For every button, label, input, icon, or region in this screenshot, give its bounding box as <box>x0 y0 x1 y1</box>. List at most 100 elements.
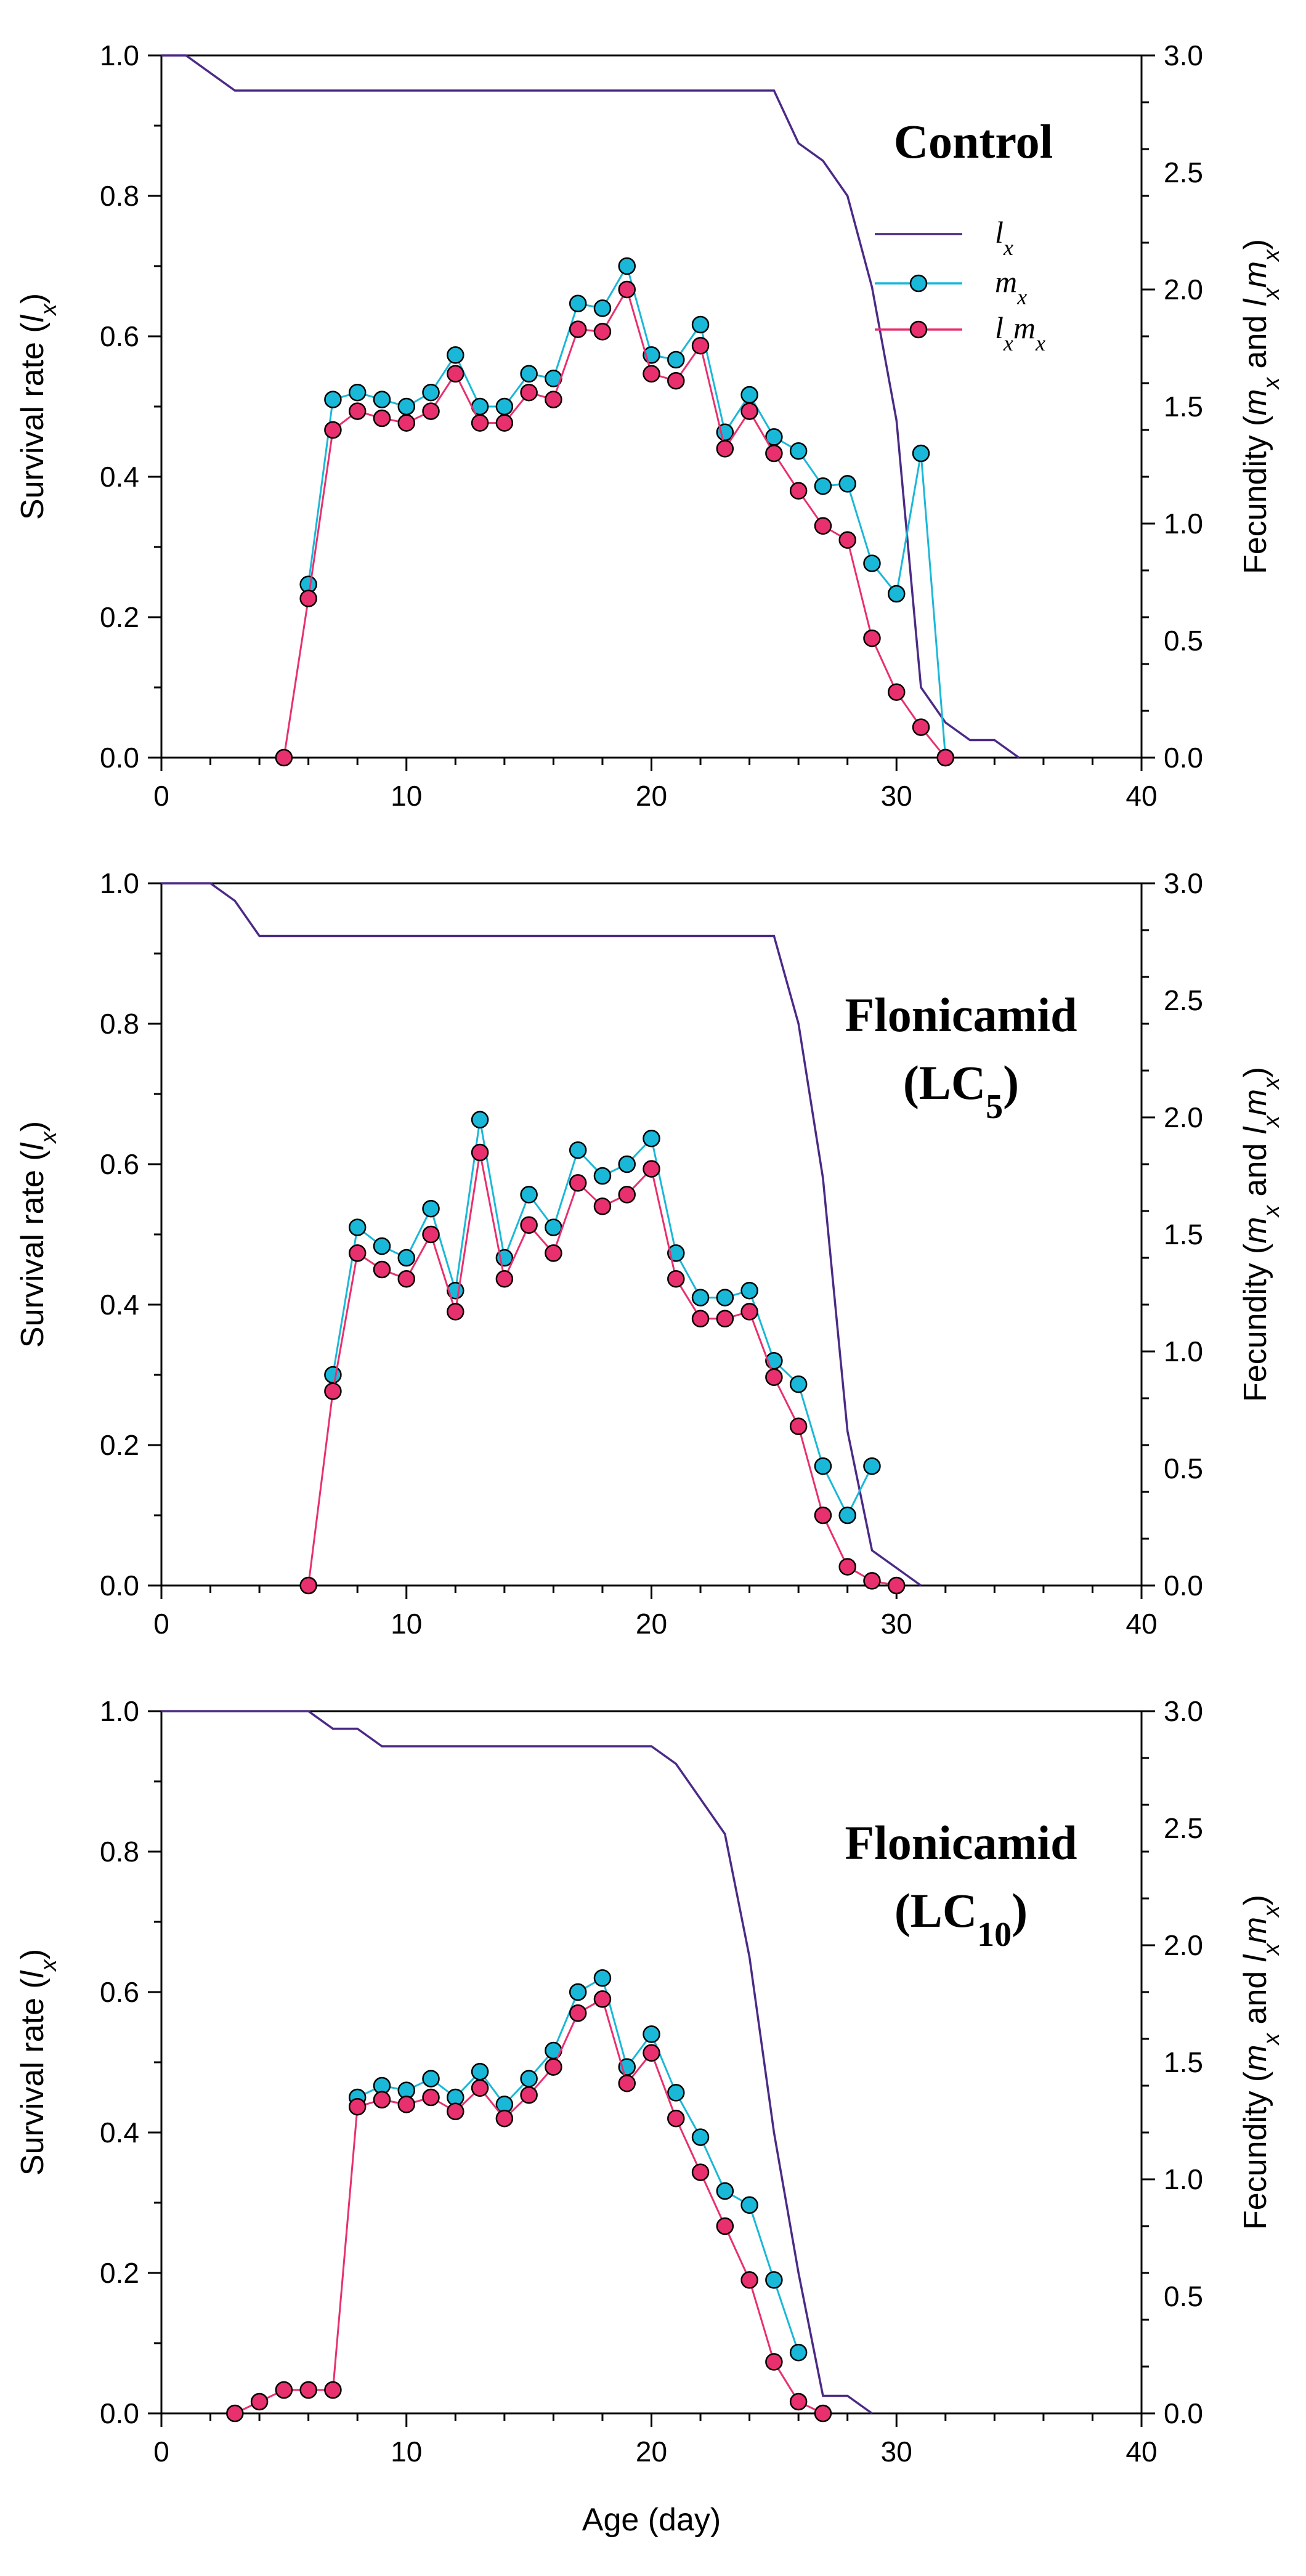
data-point-l_xm_x <box>643 1160 660 1178</box>
data-point-l_xm_x <box>618 2074 636 2092</box>
data-point-m_x <box>593 299 612 317</box>
legend-swatch-marker <box>909 320 928 339</box>
data-point-l_xm_x <box>716 440 734 458</box>
data-point-m_x <box>348 383 367 402</box>
panel-subtitle: (LC5) <box>903 1056 1019 1126</box>
series-line-l_x <box>161 1710 873 2415</box>
data-point-l_xm_x <box>667 371 685 390</box>
data-point-m_x <box>545 1218 562 1236</box>
y2-tick-label: 2.5 <box>1164 1812 1203 1844</box>
x-tick-label: 20 <box>636 1608 667 1640</box>
data-point-m_x <box>593 1167 612 1185</box>
data-point-m_x <box>716 2182 734 2200</box>
data-point-l_xm_x <box>618 280 636 299</box>
y2-tick-label: 2.5 <box>1164 984 1203 1016</box>
data-point-m_x <box>520 365 538 383</box>
y-tick-label: 1.0 <box>100 1695 139 1727</box>
y2-tick-label: 2.0 <box>1164 273 1203 306</box>
data-point-l_xm_x <box>765 444 783 463</box>
data-point-m_x <box>569 1983 587 2001</box>
y-tick-label: 0.6 <box>100 1148 139 1180</box>
data-point-m_x <box>814 477 832 495</box>
data-point-m_x <box>373 391 391 408</box>
y2-tick-label: 1.5 <box>1164 1218 1203 1250</box>
data-point-m_x <box>838 1506 856 1525</box>
data-point-m_x <box>643 1129 660 1148</box>
data-point-m_x <box>422 2070 440 2088</box>
y2-tick-label: 3.0 <box>1164 1695 1203 1727</box>
y2-tick-label: 1.5 <box>1164 2046 1203 2078</box>
data-point-l_xm_x <box>324 1382 342 1400</box>
data-point-l_xm_x <box>373 409 391 427</box>
y-tick-label: 0.0 <box>100 2397 139 2429</box>
data-point-l_xm_x <box>838 1558 856 1576</box>
data-point-l_xm_x <box>324 421 342 439</box>
data-point-l_xm_x <box>520 2086 538 2104</box>
y-tick-label: 0.4 <box>100 461 139 493</box>
data-point-l_xm_x <box>814 1506 832 1525</box>
data-point-l_xm_x <box>397 2096 415 2113</box>
data-point-l_xm_x <box>814 2404 832 2423</box>
series-line-l_x <box>161 882 922 1587</box>
data-point-l_xm_x <box>373 2091 391 2109</box>
data-point-l_xm_x <box>348 402 367 420</box>
y-tick-label: 0.0 <box>100 1569 139 1602</box>
data-point-m_x <box>569 294 587 313</box>
y2-axis-title: Fecundity (mx and lxmx) <box>1238 1895 1284 2230</box>
y-tick-label: 0.4 <box>100 1289 139 1321</box>
data-point-l_xm_x <box>373 1260 391 1279</box>
series-line-l_xm_x <box>307 1152 897 1587</box>
data-point-l_xm_x <box>495 1270 514 1288</box>
data-point-l_xm_x <box>447 365 464 383</box>
data-point-m_x <box>814 1457 832 1475</box>
y-axis-title: Survival rate (lx) <box>15 1121 61 1348</box>
data-point-l_xm_x <box>397 414 415 432</box>
x-tick-label: 40 <box>1126 780 1157 812</box>
data-point-m_x <box>618 1155 636 1173</box>
data-point-l_xm_x <box>863 1572 881 1590</box>
panel-title: Flonicamid <box>845 988 1077 1042</box>
data-point-l_xm_x <box>250 2392 269 2411</box>
data-point-l_xm_x <box>740 402 758 420</box>
data-point-m_x <box>863 554 881 572</box>
data-point-m_x <box>373 1237 391 1255</box>
data-point-l_xm_x <box>397 1270 415 1288</box>
data-point-l_xm_x <box>495 414 514 432</box>
legend-label: lxmx <box>995 310 1045 355</box>
y2-tick-label: 0.5 <box>1164 625 1203 657</box>
data-point-l_xm_x <box>275 748 293 767</box>
y2-tick-label: 0.5 <box>1164 1452 1203 1484</box>
data-point-l_xm_x <box>643 2044 660 2062</box>
data-point-m_x <box>667 2084 685 2102</box>
y-tick-label: 0.0 <box>100 742 139 774</box>
y2-tick-label: 1.5 <box>1164 391 1203 423</box>
x-tick-label: 20 <box>636 2436 667 2468</box>
data-point-l_xm_x <box>569 1174 587 1192</box>
data-point-l_xm_x <box>814 517 832 535</box>
y-tick-label: 0.2 <box>100 2257 139 2289</box>
data-point-l_xm_x <box>520 383 538 402</box>
data-point-m_x <box>324 391 342 408</box>
data-point-l_xm_x <box>569 320 587 338</box>
y-axis-title: Survival rate (lx) <box>15 293 61 520</box>
data-point-l_xm_x <box>447 2102 464 2121</box>
legend-swatch-marker <box>909 274 928 293</box>
y2-tick-label: 3.0 <box>1164 867 1203 899</box>
data-point-l_xm_x <box>618 1186 636 1204</box>
data-point-l_xm_x <box>667 1270 685 1288</box>
series-line-l_x <box>161 54 1020 759</box>
y-tick-label: 0.6 <box>100 1976 139 2008</box>
data-point-m_x <box>569 1141 587 1159</box>
data-point-l_xm_x <box>838 531 856 549</box>
x-axis-title: Age (day) <box>582 2502 721 2538</box>
x-tick-label: 30 <box>881 1608 912 1640</box>
x-tick-label: 30 <box>881 780 912 812</box>
legend-label: mx <box>995 264 1027 309</box>
y-tick-label: 1.0 <box>100 39 139 71</box>
data-point-m_x <box>643 2025 660 2043</box>
data-point-l_xm_x <box>299 589 317 607</box>
x-tick-label: 40 <box>1126 1608 1157 1640</box>
data-point-l_xm_x <box>299 2381 317 2399</box>
data-point-m_x <box>471 2062 489 2081</box>
